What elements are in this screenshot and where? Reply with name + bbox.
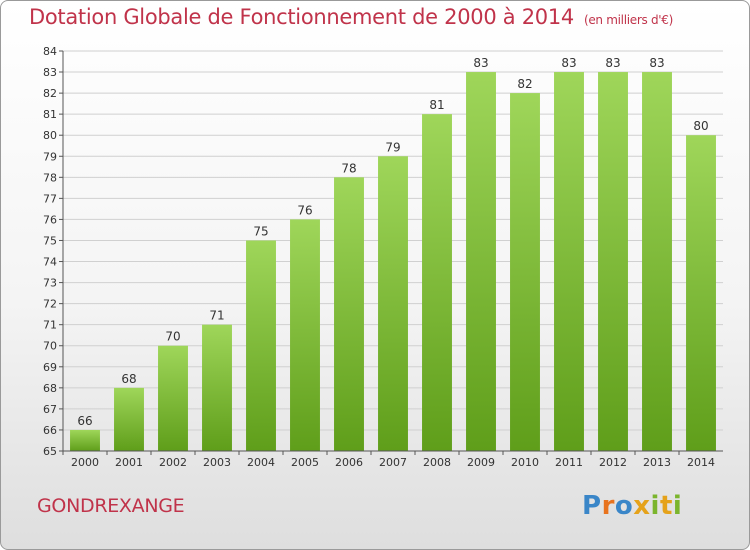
logo-letter: o bbox=[614, 491, 634, 521]
value-label: 83 bbox=[605, 56, 620, 70]
value-label: 66 bbox=[77, 414, 92, 428]
value-label: 83 bbox=[649, 56, 664, 70]
y-tick-label: 73 bbox=[43, 277, 57, 290]
logo-letter: x bbox=[633, 491, 651, 521]
x-tick-label: 2009 bbox=[467, 456, 495, 469]
y-tick-label: 68 bbox=[43, 382, 57, 395]
logo-letter: P bbox=[582, 491, 602, 521]
chart-unit: (en milliers d'€) bbox=[583, 13, 673, 27]
x-tick-label: 2011 bbox=[555, 456, 583, 469]
value-label: 70 bbox=[165, 330, 180, 344]
commune-name: GONDREXANGE bbox=[37, 495, 185, 517]
chart-title-text: Dotation Globale de Fonctionnement de 20… bbox=[29, 5, 574, 29]
logo-letter: t bbox=[659, 491, 673, 521]
y-tick-label: 67 bbox=[43, 403, 57, 416]
value-label: 75 bbox=[253, 224, 268, 238]
x-tick-label: 2000 bbox=[71, 456, 99, 469]
bar-2005 bbox=[290, 219, 320, 451]
value-label: 82 bbox=[517, 77, 532, 91]
x-tick-label: 2014 bbox=[687, 456, 715, 469]
x-tick-label: 2007 bbox=[379, 456, 407, 469]
axes: 65 66 67 68 69 70 71 72 73 74 75 76 77 78 79 80 81 82 83 84… bbox=[43, 45, 723, 469]
y-tick-label: 84 bbox=[43, 45, 57, 58]
logo-letter: i bbox=[672, 491, 683, 521]
x-tick-label: 2005 bbox=[291, 456, 319, 469]
bar-2003 bbox=[202, 324, 232, 451]
bar-2002 bbox=[158, 345, 188, 451]
x-tick-label: 2001 bbox=[115, 456, 143, 469]
x-tick-label: 2008 bbox=[423, 456, 451, 469]
y-tick-label: 70 bbox=[43, 340, 57, 353]
bar-2009 bbox=[466, 72, 496, 451]
value-label: 71 bbox=[209, 309, 224, 323]
bar-2010 bbox=[510, 93, 540, 452]
logo-letter: i bbox=[650, 491, 660, 521]
value-label: 76 bbox=[297, 203, 312, 217]
y-tick-label: 65 bbox=[43, 445, 57, 458]
chart-title: Dotation Globale de Fonctionnement de 20… bbox=[29, 5, 673, 29]
y-tick-label: 75 bbox=[43, 234, 57, 247]
y-tick-label: 81 bbox=[43, 108, 57, 121]
y-tick-label: 78 bbox=[43, 171, 57, 184]
x-tick-label: 2003 bbox=[203, 456, 231, 469]
proxiti-logo[interactable]: Proxiti bbox=[582, 491, 682, 521]
bars: 66 68 70 71 75 76 78 79 81 83 82 83 83 83 80 bbox=[70, 56, 716, 452]
y-tick-label: 74 bbox=[43, 256, 57, 269]
y-tick-label: 66 bbox=[43, 424, 57, 437]
value-label: 78 bbox=[341, 161, 356, 175]
y-tick-label: 69 bbox=[43, 361, 57, 374]
x-tick-label: 2002 bbox=[159, 456, 187, 469]
bar-2000 bbox=[70, 429, 100, 451]
x-tick-label: 2012 bbox=[599, 456, 627, 469]
y-tick-label: 76 bbox=[43, 213, 57, 226]
bar-2001 bbox=[114, 387, 144, 451]
value-label: 83 bbox=[561, 56, 576, 70]
y-tick-label: 80 bbox=[43, 129, 57, 142]
bar-2014 bbox=[686, 135, 716, 452]
bar-2008 bbox=[422, 114, 452, 451]
value-label: 79 bbox=[385, 140, 400, 154]
logo-letter: r bbox=[601, 491, 615, 521]
x-tick-label: 2006 bbox=[335, 456, 363, 469]
y-tick-label: 72 bbox=[43, 298, 57, 311]
value-label: 80 bbox=[693, 119, 708, 133]
value-label: 81 bbox=[429, 98, 444, 112]
bar-2012 bbox=[598, 72, 628, 451]
bar-2004 bbox=[246, 240, 276, 451]
y-tick-label: 83 bbox=[43, 66, 57, 79]
y-tick-label: 82 bbox=[43, 87, 57, 100]
y-tick-label: 79 bbox=[43, 150, 57, 163]
x-tick-label: 2010 bbox=[511, 456, 539, 469]
x-tick-label: 2004 bbox=[247, 456, 275, 469]
y-tick-label: 77 bbox=[43, 192, 57, 205]
x-tick-label: 2013 bbox=[643, 456, 671, 469]
bar-2011 bbox=[554, 72, 584, 451]
value-label: 68 bbox=[121, 372, 136, 386]
bar-2013 bbox=[642, 72, 672, 451]
y-tick-label: 71 bbox=[43, 319, 57, 332]
value-label: 83 bbox=[473, 56, 488, 70]
bar-2007 bbox=[378, 156, 408, 451]
bar-2006 bbox=[334, 177, 364, 451]
